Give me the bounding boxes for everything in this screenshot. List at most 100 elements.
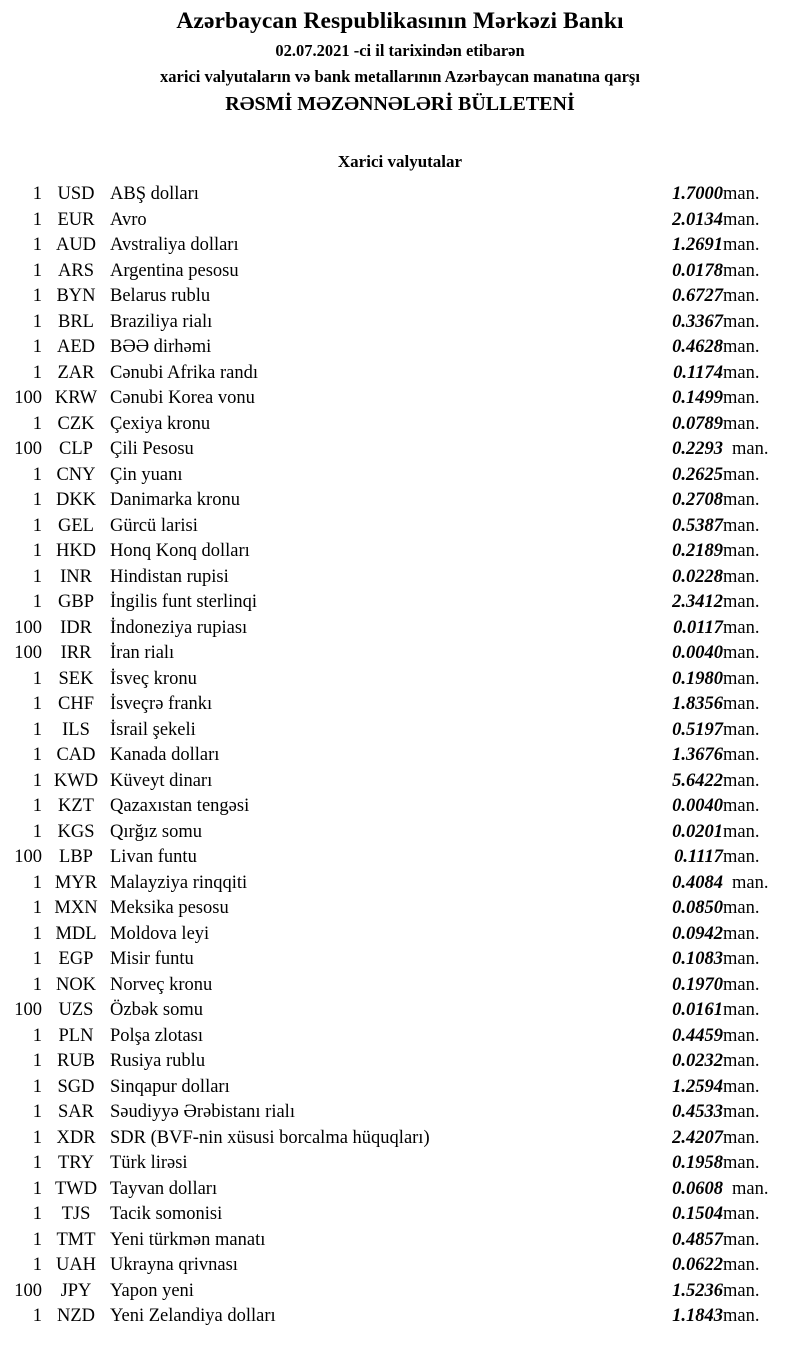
currency-unit: man.: [723, 1280, 760, 1301]
currency-code: MYR: [54, 872, 98, 893]
currency-rate: 0.1504: [672, 1204, 723, 1225]
currency-quantity: 1: [32, 362, 42, 383]
currency-rate: 0.3367: [672, 311, 723, 332]
exchange-rates-table: 1 USD ABŞ dolları 1.7000 man. 1 EUR Avro 2.0134 m…: [0, 182, 800, 1330]
currency-rate: 0.0228: [672, 566, 723, 587]
currency-rate: 0.4628: [672, 337, 723, 358]
currency-quantity: 1: [32, 1153, 42, 1174]
currency-unit: man.: [723, 643, 760, 664]
currency-quantity: 1: [32, 235, 42, 256]
currency-quantity: 1: [32, 821, 42, 842]
currency-unit: man.: [723, 337, 760, 358]
currency-unit: man.: [723, 974, 760, 995]
currency-code: SEK: [58, 668, 94, 689]
currency-rate-row: 1 AUD Avstraliya dolları 1.2691 man.: [0, 233, 800, 259]
currency-rate: 0.1083: [672, 949, 723, 970]
currency-rate-row: 1 NOK Norveç kronu 0.1970 man.: [0, 973, 800, 999]
currency-rate: 0.1499: [672, 388, 723, 409]
currency-code: IDR: [60, 617, 92, 638]
currency-quantity: 1: [32, 949, 42, 970]
currency-quantity: 1: [32, 694, 42, 715]
currency-name: Yapon yeni: [110, 1280, 194, 1301]
currency-code: EUR: [57, 209, 95, 230]
currency-unit: man.: [723, 1255, 760, 1276]
currency-name: Danimarka kronu: [110, 490, 240, 511]
currency-rate: 2.3412: [672, 592, 723, 613]
currency-rate: 0.0161: [672, 1000, 723, 1021]
currency-unit: man.: [732, 1178, 769, 1199]
currency-quantity: 1: [32, 464, 42, 485]
currency-name: Argentina pesosu: [110, 260, 239, 281]
currency-quantity: 1: [32, 1051, 42, 1072]
currency-code: ARS: [58, 260, 94, 281]
currency-unit: man.: [723, 1306, 760, 1327]
currency-name: Cənubi Korea vonu: [110, 388, 255, 409]
currency-quantity: 1: [32, 311, 42, 332]
exchange-rates-table-body: 1 USD ABŞ dolları 1.7000 man. 1 EUR Avro 2.0134 m…: [0, 182, 800, 1330]
currency-rate: 0.0040: [672, 796, 723, 817]
currency-code: LBP: [59, 847, 93, 868]
currency-rate-row: 1 GEL Gürcü larisi 0.5387 man.: [0, 514, 800, 540]
currency-unit: man.: [723, 770, 760, 791]
currency-rate-row: 1 PLN Polşa zlotası 0.4459 man.: [0, 1024, 800, 1050]
currency-name: Avro: [110, 209, 147, 230]
currency-rate-row: 1 TJS Tacik somonisi 0.1504 man.: [0, 1202, 800, 1228]
currency-unit: man.: [723, 949, 760, 970]
currency-quantity: 1: [32, 898, 42, 919]
currency-quantity: 1: [32, 1255, 42, 1276]
currency-quantity: 1: [32, 592, 42, 613]
currency-quantity: 1: [32, 1076, 42, 1097]
currency-code: TWD: [54, 1178, 98, 1199]
currency-code: CHF: [58, 694, 94, 715]
currency-code: PLN: [58, 1025, 94, 1046]
currency-rate-row: 1 SEK İsveç kronu 0.1980 man.: [0, 667, 800, 693]
currency-rate: 0.0608: [672, 1178, 723, 1199]
currency-rate: 0.0040: [672, 643, 723, 664]
currency-unit: man.: [723, 1025, 760, 1046]
currency-rate: 0.4459: [672, 1025, 723, 1046]
currency-rate: 0.0789: [672, 413, 723, 434]
currency-name: Türk lirəsi: [110, 1153, 188, 1174]
document-header: Azərbaycan Respublikasının Mərkəzi Bankı…: [0, 0, 800, 116]
currency-rate: 0.1980: [672, 668, 723, 689]
currency-name: Belarus rublu: [110, 286, 211, 307]
currency-quantity: 1: [32, 566, 42, 587]
currency-unit: man.: [723, 1076, 760, 1097]
currency-code: MXN: [54, 898, 98, 919]
currency-rate-row: 1 AED BƏƏ dirhəmi 0.4628 man.: [0, 335, 800, 361]
currency-rate-row: 1 DKK Danimarka kronu 0.2708 man.: [0, 488, 800, 514]
currency-quantity: 100: [14, 847, 42, 868]
currency-quantity: 1: [32, 490, 42, 511]
currency-unit: man.: [723, 566, 760, 587]
currency-unit: man.: [732, 439, 769, 460]
currency-rate: 0.5387: [672, 515, 723, 536]
currency-quantity: 1: [32, 923, 42, 944]
currency-rate: 0.1958: [672, 1153, 723, 1174]
currency-rate-row: 100 IRR İran rialı 0.0040 man.: [0, 641, 800, 667]
currency-rate-row: 100 UZS Özbək somu 0.0161 man.: [0, 998, 800, 1024]
currency-name: Özbək somu: [110, 1000, 203, 1021]
currency-code: JPY: [60, 1280, 92, 1301]
currency-code: SGD: [57, 1076, 95, 1097]
currency-name: Hindistan rupisi: [110, 566, 229, 587]
currency-quantity: 1: [32, 1204, 42, 1225]
currency-rate-row: 1 XDR SDR (BVF-nin xüsusi borcalma hüquqla…: [0, 1126, 800, 1152]
currency-unit: man.: [723, 847, 760, 868]
currency-unit: man.: [723, 745, 760, 766]
currency-quantity: 1: [32, 515, 42, 536]
currency-rate-row: 1 NZD Yeni Zelandiya dolları 1.1843 man.: [0, 1304, 800, 1330]
currency-quantity: 100: [14, 439, 42, 460]
currency-name: Rusiya rublu: [110, 1051, 206, 1072]
document-subtitle-line: xarici valyutaların və bank metallarının…: [160, 66, 640, 86]
currency-rate-row: 1 USD ABŞ dolları 1.7000 man.: [0, 182, 800, 208]
currency-rate: 0.0117: [673, 617, 723, 638]
currency-quantity: 1: [32, 209, 42, 230]
currency-unit: man.: [723, 617, 760, 638]
currency-rate-row: 1 MYR Malayziya rinqqiti 0.4084 man.: [0, 871, 800, 897]
currency-name: ABŞ dolları: [110, 184, 199, 205]
currency-rate: 0.2189: [672, 541, 723, 562]
currency-unit: man.: [723, 311, 760, 332]
currency-unit: man.: [723, 260, 760, 281]
currency-unit: man.: [723, 209, 760, 230]
